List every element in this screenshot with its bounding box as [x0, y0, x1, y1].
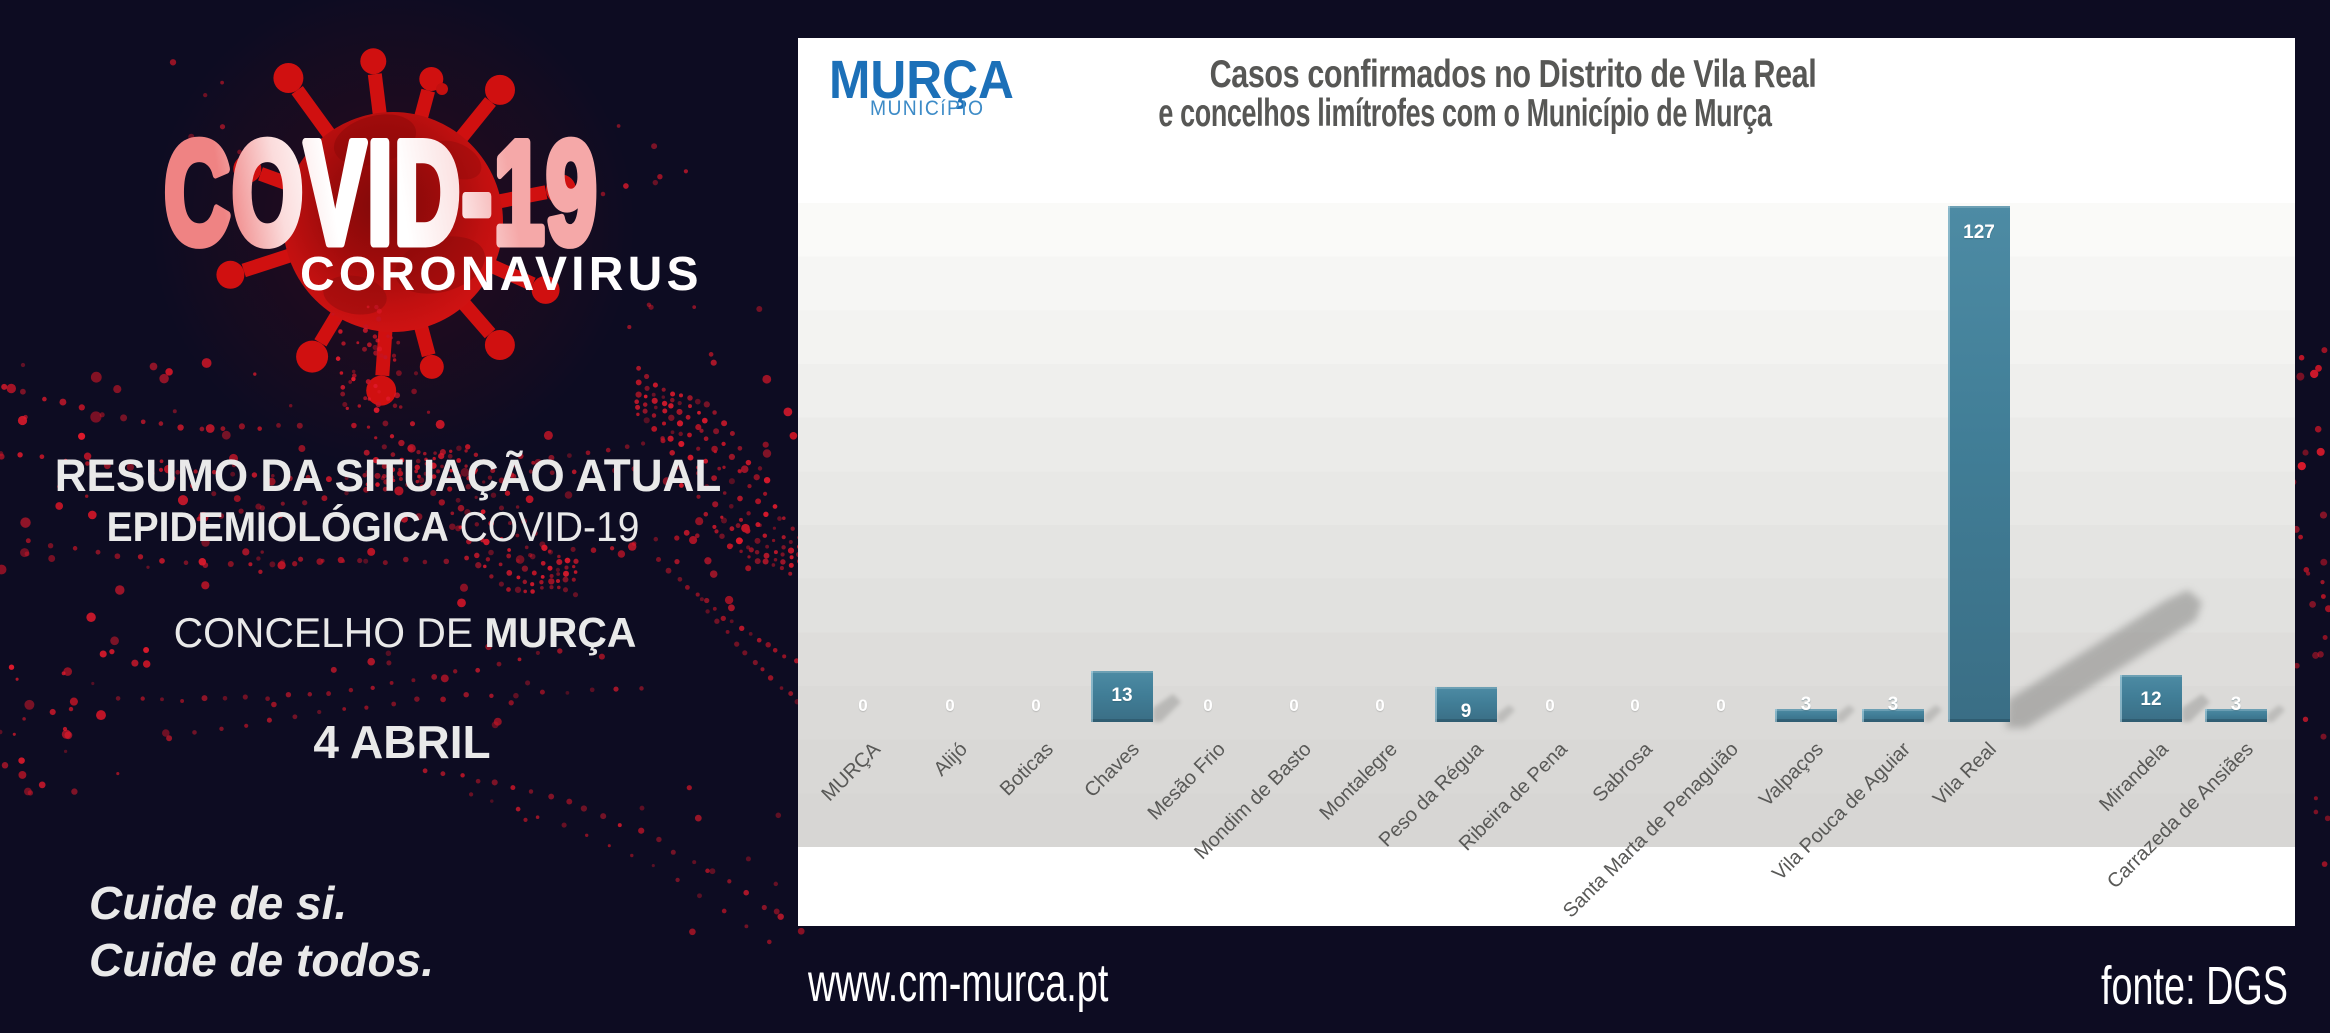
svg-text:COVID-19: COVID-19 [164, 111, 598, 274]
svg-text:CORONAVIRUS: CORONAVIRUS [300, 248, 703, 301]
